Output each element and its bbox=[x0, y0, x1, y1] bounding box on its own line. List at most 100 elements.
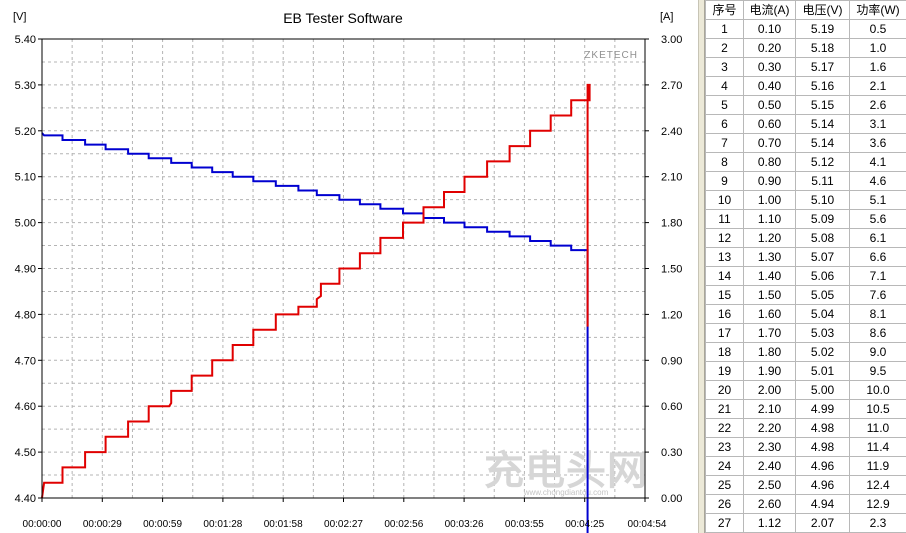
cell-voltage: 5.03 bbox=[795, 323, 850, 343]
y-left-tick-label: 4.40 bbox=[15, 493, 36, 505]
cell-index: 27 bbox=[705, 513, 744, 533]
x-tick-label: 00:04:54 bbox=[628, 519, 667, 530]
table-row[interactable]: 10 1.00 5.10 5.1 bbox=[705, 190, 906, 210]
cell-index: 4 bbox=[705, 76, 744, 96]
cell-power: 9.5 bbox=[849, 361, 906, 381]
cell-voltage: 5.17 bbox=[795, 57, 850, 77]
cell-voltage: 2.07 bbox=[795, 513, 850, 533]
x-tick-label: 00:03:26 bbox=[445, 519, 484, 530]
data-table: 序号 电流(A) 电压(V) 功率(W) 1 0.10 5.19 0.5 2 0.20 5.… bbox=[705, 0, 906, 533]
panel-splitter[interactable] bbox=[698, 0, 705, 533]
cell-voltage: 5.06 bbox=[795, 266, 850, 286]
y-right-tick-label: 0.30 bbox=[661, 447, 682, 459]
table-row[interactable]: 14 1.40 5.06 7.1 bbox=[705, 266, 906, 286]
header-current[interactable]: 电流(A) bbox=[743, 0, 796, 20]
cell-power: 7.1 bbox=[849, 266, 906, 286]
table-row[interactable]: 5 0.50 5.15 2.6 bbox=[705, 95, 906, 115]
y-left-tick-label: 5.00 bbox=[15, 218, 36, 230]
cell-voltage: 5.14 bbox=[795, 114, 850, 134]
table-row[interactable]: 16 1.60 5.04 8.1 bbox=[705, 304, 906, 324]
table-row[interactable]: 27 1.12 2.07 2.3 bbox=[705, 513, 906, 533]
cell-voltage: 4.96 bbox=[795, 456, 850, 476]
cell-power: 11.0 bbox=[849, 418, 906, 438]
cell-power: 10.5 bbox=[849, 399, 906, 419]
cell-voltage: 5.01 bbox=[795, 361, 850, 381]
x-tick-label: 00:00:59 bbox=[143, 519, 182, 530]
table-row[interactable]: 26 2.60 4.94 12.9 bbox=[705, 494, 906, 514]
cell-index: 15 bbox=[705, 285, 744, 305]
table-row[interactable]: 6 0.60 5.14 3.1 bbox=[705, 114, 906, 134]
header-voltage[interactable]: 电压(V) bbox=[795, 0, 850, 20]
table-row[interactable]: 25 2.50 4.96 12.4 bbox=[705, 475, 906, 495]
y-right-unit-label: [A] bbox=[660, 11, 673, 23]
cell-current: 1.12 bbox=[743, 513, 796, 533]
cell-index: 16 bbox=[705, 304, 744, 324]
cell-current: 0.70 bbox=[743, 133, 796, 153]
x-tick-label: 00:03:55 bbox=[505, 519, 544, 530]
table-row[interactable]: 8 0.80 5.12 4.1 bbox=[705, 152, 906, 172]
data-table-panel: 序号 电流(A) 电压(V) 功率(W) 1 0.10 5.19 0.5 2 0.20 5.… bbox=[705, 0, 906, 533]
y-left-tick-label: 4.50 bbox=[15, 447, 36, 459]
cell-voltage: 5.18 bbox=[795, 38, 850, 58]
cell-index: 22 bbox=[705, 418, 744, 438]
table-row[interactable]: 7 0.70 5.14 3.6 bbox=[705, 133, 906, 153]
cell-power: 10.0 bbox=[849, 380, 906, 400]
cell-power: 1.6 bbox=[849, 57, 906, 77]
table-row[interactable]: 4 0.40 5.16 2.1 bbox=[705, 76, 906, 96]
table-row[interactable]: 15 1.50 5.05 7.6 bbox=[705, 285, 906, 305]
cell-index: 3 bbox=[705, 57, 744, 77]
y-right-tick-label: 2.40 bbox=[661, 126, 682, 138]
table-row[interactable]: 20 2.00 5.00 10.0 bbox=[705, 380, 906, 400]
x-tick-label: 00:01:58 bbox=[264, 519, 303, 530]
cell-voltage: 5.10 bbox=[795, 190, 850, 210]
table-row[interactable]: 9 0.90 5.11 4.6 bbox=[705, 171, 906, 191]
table-row[interactable]: 13 1.30 5.07 6.6 bbox=[705, 247, 906, 267]
cell-power: 8.6 bbox=[849, 323, 906, 343]
cell-power: 11.9 bbox=[849, 456, 906, 476]
cell-current: 1.20 bbox=[743, 228, 796, 248]
cell-current: 2.20 bbox=[743, 418, 796, 438]
table-row[interactable]: 17 1.70 5.03 8.6 bbox=[705, 323, 906, 343]
table-row[interactable]: 19 1.90 5.01 9.5 bbox=[705, 361, 906, 381]
zketech-watermark: ZKETECH bbox=[584, 50, 638, 61]
table-row[interactable]: 24 2.40 4.96 11.9 bbox=[705, 456, 906, 476]
cell-voltage: 5.08 bbox=[795, 228, 850, 248]
table-row[interactable]: 18 1.80 5.02 9.0 bbox=[705, 342, 906, 362]
cell-current: 2.40 bbox=[743, 456, 796, 476]
table-row[interactable]: 12 1.20 5.08 6.1 bbox=[705, 228, 906, 248]
cell-current: 1.60 bbox=[743, 304, 796, 324]
y-left-tick-label: 4.70 bbox=[15, 355, 36, 367]
y-right-tick-label: 1.20 bbox=[661, 309, 682, 321]
current-series-line bbox=[41, 83, 591, 499]
table-row[interactable]: 23 2.30 4.98 11.4 bbox=[705, 437, 906, 457]
cell-index: 8 bbox=[705, 152, 744, 172]
table-row[interactable]: 2 0.20 5.18 1.0 bbox=[705, 38, 906, 58]
cell-voltage: 4.96 bbox=[795, 475, 850, 495]
cell-voltage: 5.16 bbox=[795, 76, 850, 96]
cell-power: 3.1 bbox=[849, 114, 906, 134]
header-index[interactable]: 序号 bbox=[705, 0, 744, 20]
table-row[interactable]: 11 1.10 5.09 5.6 bbox=[705, 209, 906, 229]
cell-index: 11 bbox=[705, 209, 744, 229]
table-row[interactable]: 21 2.10 4.99 10.5 bbox=[705, 399, 906, 419]
cell-voltage: 5.12 bbox=[795, 152, 850, 172]
cell-voltage: 4.98 bbox=[795, 437, 850, 457]
cell-current: 1.00 bbox=[743, 190, 796, 210]
cell-index: 1 bbox=[705, 19, 744, 39]
x-tick-label: 00:00:00 bbox=[23, 519, 62, 530]
table-row[interactable]: 22 2.20 4.98 11.0 bbox=[705, 418, 906, 438]
header-power[interactable]: 功率(W) bbox=[849, 0, 906, 20]
cell-power: 6.6 bbox=[849, 247, 906, 267]
cell-current: 1.80 bbox=[743, 342, 796, 362]
cell-current: 1.40 bbox=[743, 266, 796, 286]
y-right-tick-label: 2.10 bbox=[661, 172, 682, 184]
x-tick-label: 00:02:27 bbox=[324, 519, 363, 530]
y-right-tick-label: 1.50 bbox=[661, 264, 682, 276]
cell-voltage: 5.07 bbox=[795, 247, 850, 267]
x-tick-label: 00:00:29 bbox=[83, 519, 122, 530]
cell-index: 26 bbox=[705, 494, 744, 514]
cell-current: 1.50 bbox=[743, 285, 796, 305]
cell-power: 2.6 bbox=[849, 95, 906, 115]
table-row[interactable]: 3 0.30 5.17 1.6 bbox=[705, 57, 906, 77]
table-row[interactable]: 1 0.10 5.19 0.5 bbox=[705, 19, 906, 39]
